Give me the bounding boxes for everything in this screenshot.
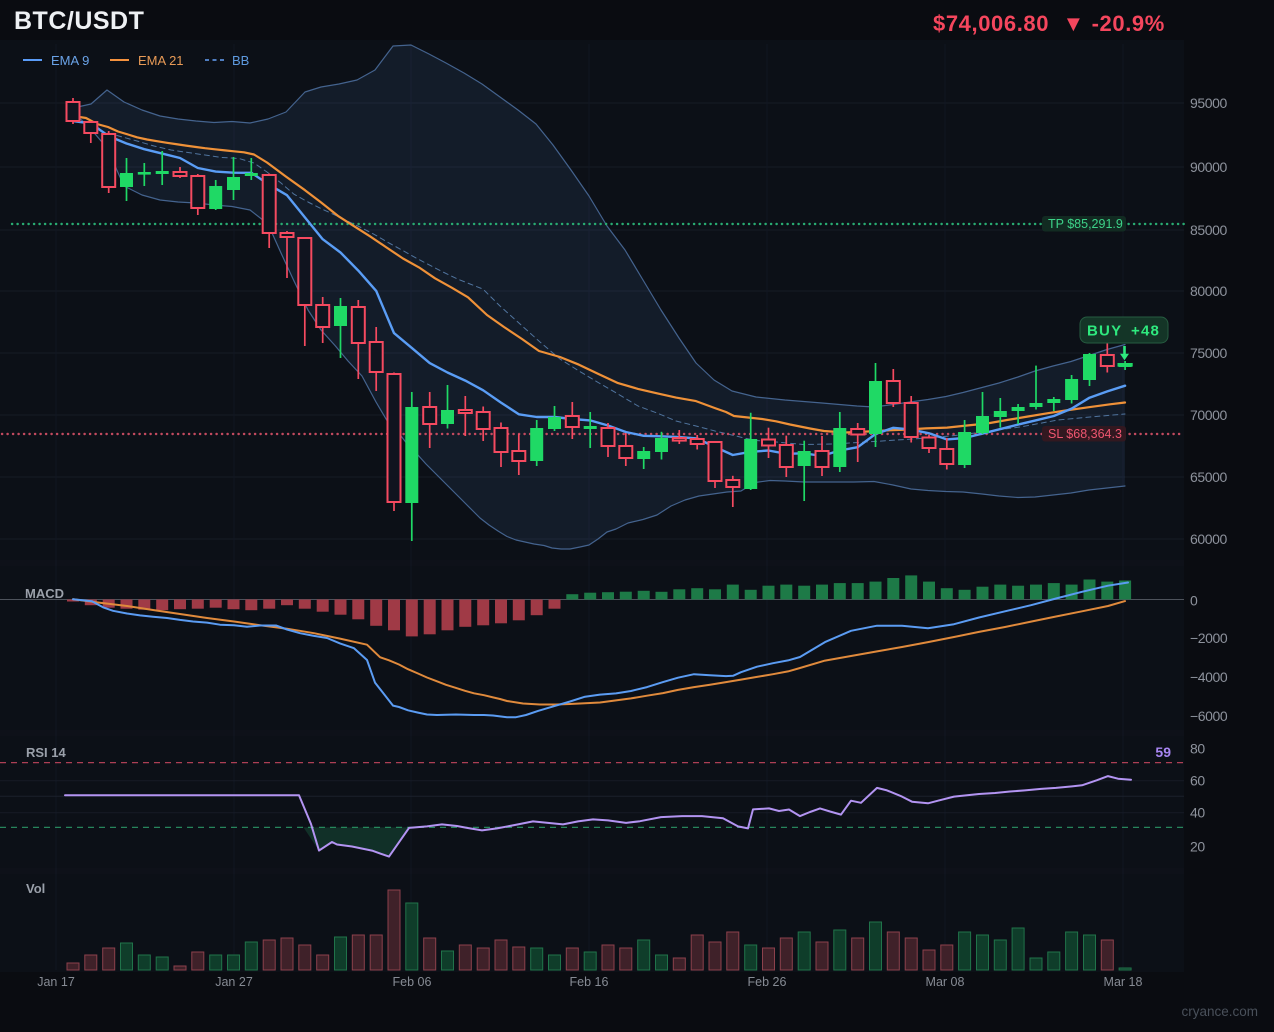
- svg-text:20: 20: [1190, 839, 1205, 855]
- svg-text:−2000: −2000: [1190, 630, 1228, 646]
- svg-text:−6000: −6000: [1190, 708, 1228, 724]
- svg-text:80000: 80000: [1190, 283, 1228, 299]
- svg-text:85000: 85000: [1190, 222, 1228, 238]
- svg-text:75000: 75000: [1190, 345, 1228, 361]
- svg-text:Vol: Vol: [26, 881, 45, 896]
- svg-text:95000: 95000: [1190, 95, 1228, 111]
- svg-text:SL $68,364.3: SL $68,364.3: [1048, 427, 1122, 441]
- svg-text:Feb 16: Feb 16: [570, 975, 609, 989]
- svg-text:59: 59: [1155, 744, 1171, 760]
- svg-text:60000: 60000: [1190, 531, 1228, 547]
- svg-text:90000: 90000: [1190, 159, 1228, 175]
- svg-text:40: 40: [1190, 805, 1205, 821]
- svg-text:cryance.com: cryance.com: [1181, 1004, 1258, 1019]
- svg-text:Mar 18: Mar 18: [1104, 975, 1143, 989]
- svg-text:60: 60: [1190, 773, 1205, 789]
- svg-text:RSI 14: RSI 14: [26, 745, 67, 760]
- svg-text:80: 80: [1190, 740, 1205, 756]
- svg-text:Jan 27: Jan 27: [215, 975, 253, 989]
- svg-text:TP $85,291.9: TP $85,291.9: [1048, 217, 1123, 231]
- svg-text:65000: 65000: [1190, 469, 1228, 485]
- svg-text:Mar 08: Mar 08: [926, 975, 965, 989]
- svg-text:70000: 70000: [1190, 407, 1228, 423]
- svg-text:Feb 26: Feb 26: [748, 975, 787, 989]
- svg-text:Jan 17: Jan 17: [37, 975, 75, 989]
- svg-text:−4000: −4000: [1190, 669, 1228, 685]
- svg-text:BUY+48: BUY +48: [1087, 323, 1160, 340]
- svg-text:0: 0: [1190, 593, 1198, 609]
- svg-text:Feb 06: Feb 06: [393, 975, 432, 989]
- svg-text:MACD: MACD: [25, 586, 64, 601]
